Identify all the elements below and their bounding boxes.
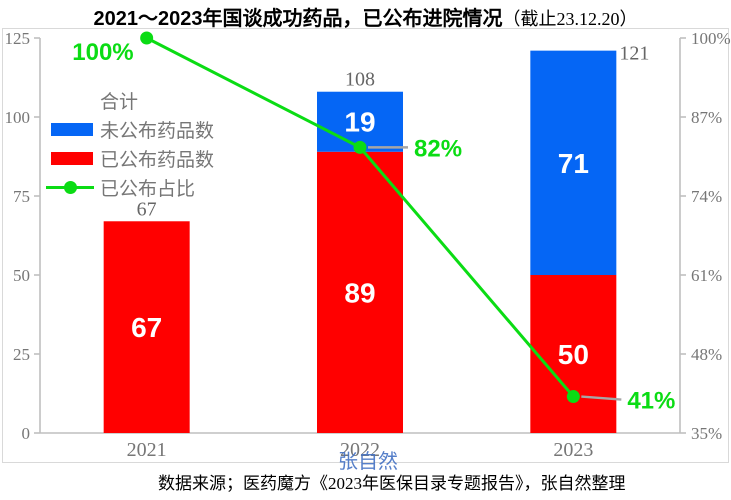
red-swatch-icon xyxy=(51,152,93,165)
bar-segment-unpublished xyxy=(530,50,617,275)
blue-swatch-icon xyxy=(51,123,93,136)
right-axis-tick-label: 61% xyxy=(691,266,722,285)
bar-value-label: 50 xyxy=(558,339,589,370)
watermark: 张自然 xyxy=(338,451,398,473)
chart-border xyxy=(2,28,729,463)
left-axis-tick-label: 0 xyxy=(22,424,31,443)
legend-label: 已公布药品数 xyxy=(100,150,215,171)
label-leader-line xyxy=(581,395,622,401)
title-note: （截止23.12.20） xyxy=(502,9,638,29)
legend-item-ratio: 已公布占比 xyxy=(46,173,214,202)
bar-value-label: 67 xyxy=(131,312,162,343)
bar-value-label: 71 xyxy=(558,148,589,179)
right-axis-tick-label: 100% xyxy=(691,29,731,48)
data-point-dot xyxy=(140,31,154,45)
bar-segment-published xyxy=(317,151,403,433)
left-axis-tick-label: 125 xyxy=(5,29,31,48)
dot-marker-icon xyxy=(64,181,77,194)
legend-label: 合计 xyxy=(100,92,139,113)
left-axis-tick-label: 50 xyxy=(13,266,30,285)
line-marker-icon xyxy=(46,181,94,194)
legend-item-total: 合计 xyxy=(46,86,214,115)
right-axis-tick-label: 35% xyxy=(691,424,722,443)
percentage-label: 82% xyxy=(414,135,462,162)
right-axis-tick-label: 74% xyxy=(691,187,722,206)
total-label: 108 xyxy=(345,69,375,91)
x-axis-category-label: 2021 xyxy=(127,439,167,461)
legend-label: 已公布占比 xyxy=(100,179,196,200)
bar-value-label: 19 xyxy=(344,107,375,138)
bar-segment-published xyxy=(530,275,617,433)
left-axis-tick-label: 100 xyxy=(5,108,31,127)
x-axis-category-label: 2022 xyxy=(340,439,380,461)
right-axis-tick-label: 48% xyxy=(691,345,722,364)
percentage-label: 41% xyxy=(627,388,675,415)
legend-item-published: 已公布药品数 xyxy=(46,144,214,173)
page-title: 2021～2023年国谈成功药品，已公布进院情况（截止23.12.20） xyxy=(0,2,731,31)
x-axis-category-label: 2023 xyxy=(553,439,593,461)
total-label: 121 xyxy=(619,43,649,65)
legend-label: 未公布药品数 xyxy=(100,121,215,142)
bar-value-label: 89 xyxy=(344,277,375,308)
chart-legend: 合计 未公布药品数 已公布药品数 已公布占比 xyxy=(46,86,214,202)
percentage-label: 100% xyxy=(72,39,133,66)
data-point-dot xyxy=(566,390,580,404)
left-axis-tick-label: 25 xyxy=(13,345,30,364)
legend-item-unpublished: 未公布药品数 xyxy=(46,115,214,144)
data-point-dot xyxy=(353,140,367,154)
total-label: 67 xyxy=(137,198,157,220)
bar-segment-published xyxy=(103,221,190,433)
left-axis-tick-label: 75 xyxy=(13,187,30,206)
right-axis-tick-label: 87% xyxy=(691,108,722,127)
title-main: 2021～2023年国谈成功药品，已公布进院情况 xyxy=(93,8,503,30)
source-caption: 数据来源；医药魔方《2023年医保目录专题报告》，张自然整理 xyxy=(158,474,626,493)
